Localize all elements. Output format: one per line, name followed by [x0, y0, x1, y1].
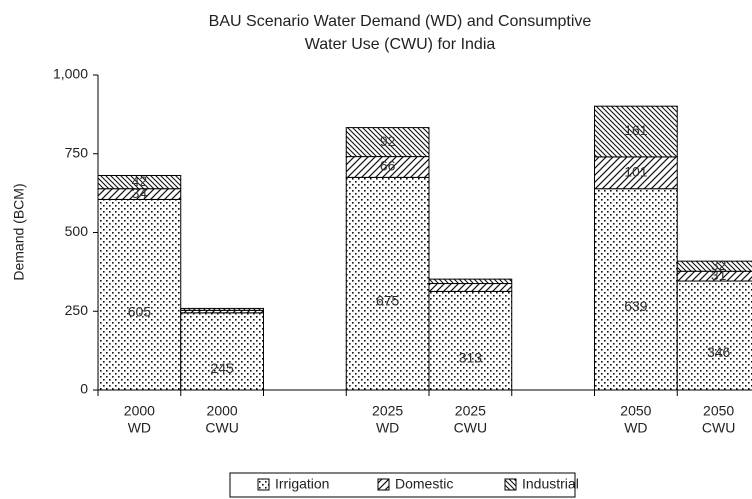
- legend-swatch: [504, 478, 517, 491]
- x-tick-label: 2000: [124, 403, 155, 419]
- data-label: 66: [380, 158, 396, 174]
- bar-segment: [676, 260, 752, 272]
- data-label: 605: [128, 303, 152, 319]
- y-tick-label: 0: [80, 381, 88, 397]
- y-tick-label: 500: [65, 223, 89, 239]
- data-label: 675: [376, 292, 400, 308]
- legend-label: Domestic: [395, 476, 453, 492]
- y-tick-label: 1,000: [53, 66, 88, 82]
- x-tick-label: WD: [376, 420, 399, 436]
- x-tick-label: WD: [128, 420, 151, 436]
- legend-swatch: [257, 478, 270, 491]
- data-label: 245: [210, 360, 234, 376]
- x-tick-label: CWU: [702, 420, 735, 436]
- data-label: 346: [707, 344, 731, 360]
- y-tick-label: 250: [65, 302, 89, 318]
- bar-segment: [594, 188, 678, 391]
- data-label: 101: [624, 164, 648, 180]
- legend-box: [229, 472, 576, 498]
- data-label: 92: [380, 133, 396, 149]
- bar-segment: [428, 278, 513, 285]
- x-tick-label: CWU: [454, 420, 487, 436]
- bar-segment: [594, 105, 678, 158]
- data-label: 42: [132, 173, 148, 189]
- chart-title: BAU Scenario Water Demand (WD) and Consu…: [209, 13, 592, 30]
- y-tick-label: 750: [65, 144, 89, 160]
- bar-segment: [676, 280, 752, 391]
- bar-segment: [594, 156, 678, 190]
- data-label: 313: [459, 349, 483, 365]
- bar-segment: [428, 290, 513, 391]
- bar-segment: [180, 307, 264, 311]
- data-label: 32: [711, 257, 727, 273]
- bar-segment: [428, 283, 513, 292]
- data-label: 161: [624, 122, 648, 138]
- bar-segment: [345, 127, 430, 158]
- y-axis-label: Demand (BCM): [11, 183, 27, 280]
- x-tick-label: CWU: [205, 420, 238, 436]
- bar-segment: [97, 174, 182, 190]
- legend-label: Irrigation: [275, 476, 329, 492]
- x-tick-label: 2025: [372, 403, 403, 419]
- x-tick-label: 2050: [620, 403, 651, 419]
- data-label: 639: [624, 298, 648, 314]
- chart-title: Water Use (CWU) for India: [305, 36, 496, 53]
- bar-segment: [345, 176, 430, 391]
- bar-segment: [180, 312, 264, 391]
- legend-swatch: [377, 478, 390, 491]
- legend-label: Industrial: [522, 476, 579, 492]
- bar-segment: [97, 198, 182, 391]
- x-tick-label: 2050: [703, 403, 734, 419]
- x-tick-label: WD: [624, 420, 647, 436]
- x-tick-label: 2025: [455, 403, 486, 419]
- x-tick-label: 2000: [207, 403, 238, 419]
